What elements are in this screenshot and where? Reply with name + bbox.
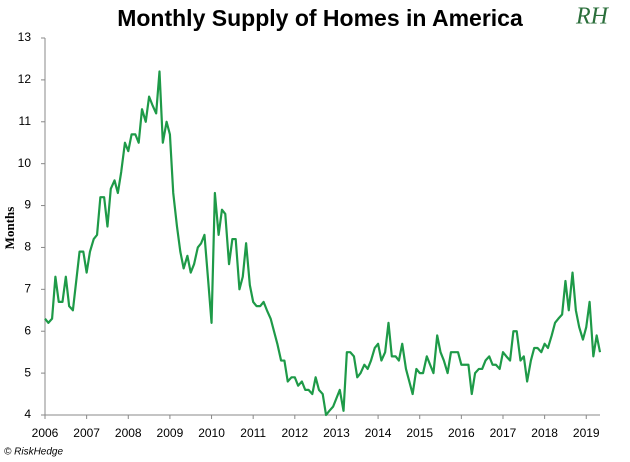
y-tick-label: 4 bbox=[24, 407, 31, 421]
x-tick-label: 2010 bbox=[198, 426, 225, 440]
x-tick-label: 2013 bbox=[323, 426, 350, 440]
x-tick-label: 2015 bbox=[406, 426, 433, 440]
x-tick-label: 2016 bbox=[448, 426, 475, 440]
y-tick-label: 12 bbox=[18, 72, 32, 86]
x-tick-label: 2007 bbox=[73, 426, 100, 440]
y-axis-label: Months bbox=[2, 207, 17, 250]
y-tick-label: 8 bbox=[24, 240, 31, 254]
x-tick-label: 2009 bbox=[157, 426, 184, 440]
y-tick-label: 9 bbox=[24, 198, 31, 212]
y-tick-label: 7 bbox=[24, 282, 31, 296]
x-tick-label: 2011 bbox=[240, 426, 266, 440]
x-tick-label: 2012 bbox=[281, 426, 308, 440]
x-tick-label: 2019 bbox=[573, 426, 600, 440]
y-tick-label: 11 bbox=[19, 114, 32, 128]
y-tick-label: 13 bbox=[18, 30, 32, 44]
y-tick-label: 6 bbox=[24, 323, 31, 337]
data-line bbox=[44, 70, 602, 417]
x-tick-label: 2018 bbox=[531, 426, 558, 440]
y-tick-label: 10 bbox=[18, 156, 32, 170]
source: © RiskHedge bbox=[4, 447, 63, 458]
x-tick-label: 2008 bbox=[115, 426, 142, 440]
x-tick-label: 2017 bbox=[490, 426, 517, 440]
y-tick-label: 5 bbox=[24, 365, 31, 379]
logo: RH bbox=[575, 4, 610, 30]
chart-title: Monthly Supply of Homes in America bbox=[117, 5, 523, 31]
x-tick-label: 2006 bbox=[32, 426, 59, 440]
x-tick-label: 2014 bbox=[365, 426, 392, 440]
